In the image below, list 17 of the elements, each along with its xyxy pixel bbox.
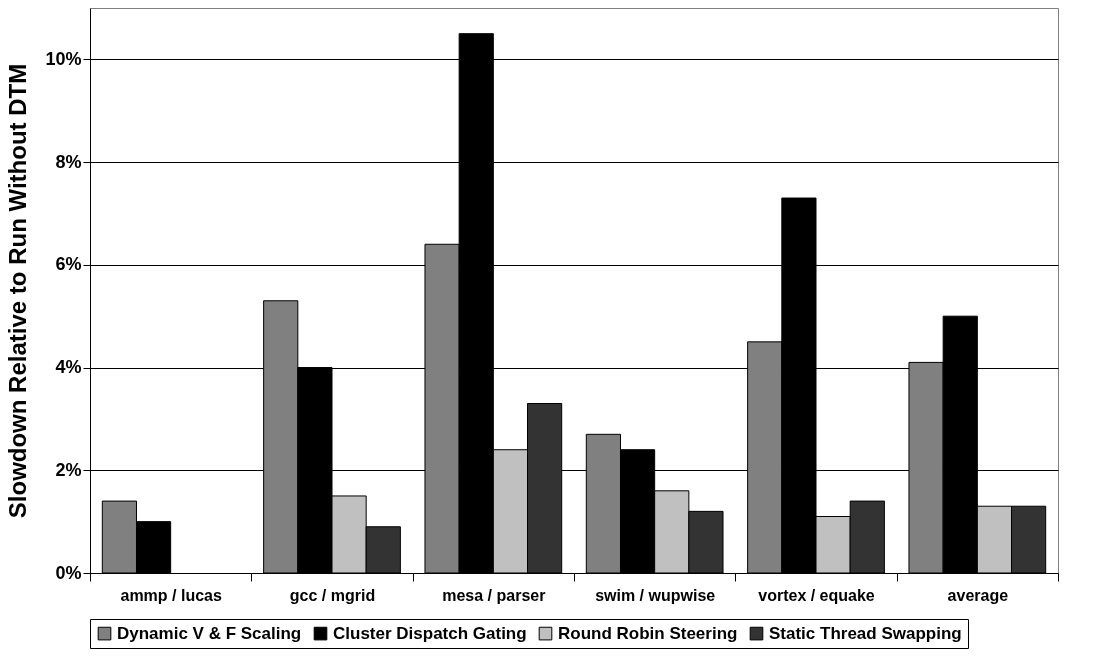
legend-label: Round Robin Steering <box>558 623 738 643</box>
y-tick-label: 0% <box>55 562 82 583</box>
y-tick-label: 10% <box>45 48 82 69</box>
x-tick-label: average <box>947 586 1009 604</box>
y-tick-label: 4% <box>55 357 82 378</box>
x-tick-label: ammp / lucas <box>120 586 222 604</box>
x-tick-label: mesa / parser <box>442 586 546 604</box>
x-tick-label: vortex / equake <box>758 586 875 604</box>
legend-label: Static Thread Swapping <box>769 623 962 643</box>
x-tick-label: gcc / mgrid <box>289 586 376 604</box>
y-tick-label: 8% <box>55 151 82 172</box>
y-tick-label: 6% <box>55 254 82 275</box>
x-tick-label: swim / wupwise <box>595 586 716 604</box>
legend-label: Cluster Dispatch Gating <box>333 623 527 643</box>
y-axis-title: Slowdown Relative to Run Without DTM <box>4 63 32 519</box>
legend-label: Dynamic V & F Scaling <box>117 623 302 643</box>
y-tick-label: 2% <box>55 459 82 480</box>
